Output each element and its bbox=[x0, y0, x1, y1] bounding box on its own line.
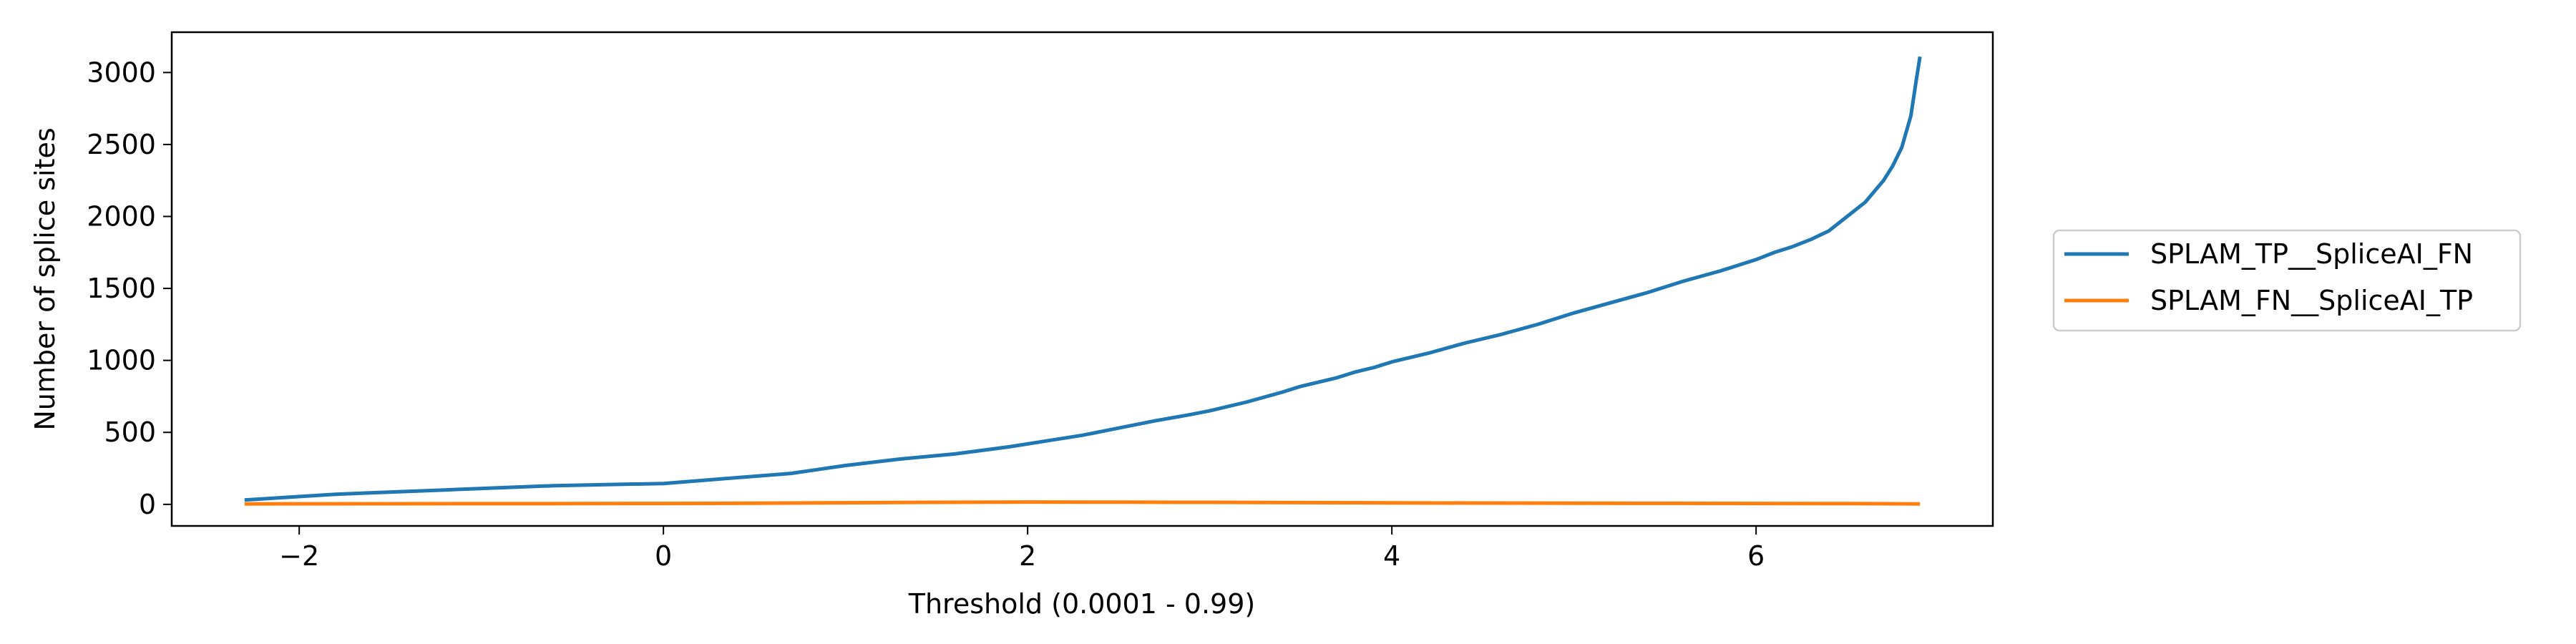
y-tick-label: 2500 bbox=[87, 129, 156, 160]
plot-area bbox=[172, 32, 1993, 526]
series-lines bbox=[244, 56, 1922, 506]
x-tick-label: 6 bbox=[1747, 540, 1765, 572]
plot-frame bbox=[170, 31, 1994, 527]
legend-label-splam-tp: SPLAM_TP__SpliceAI_FN bbox=[2150, 238, 2473, 270]
series-line-splam-tp bbox=[244, 56, 1922, 502]
series-line-splam-fn bbox=[244, 500, 1921, 506]
x-axis-label: Threshold (0.0001 - 0.99) bbox=[908, 588, 1255, 620]
y-tick-label: 0 bbox=[139, 489, 156, 520]
y-tick-label: 500 bbox=[104, 416, 156, 448]
x-tick-label: 4 bbox=[1383, 540, 1400, 572]
y-tick-label: 1000 bbox=[87, 345, 156, 376]
x-tick-label: 0 bbox=[655, 540, 672, 572]
x-axis-ticks: −2 0 2 4 6 bbox=[279, 526, 1765, 572]
x-tick-label: −2 bbox=[279, 540, 319, 572]
y-axis-ticks: 0 500 1000 1500 2000 2500 3000 bbox=[87, 57, 172, 520]
legend: SPLAM_TP__SpliceAI_FN SPLAM_FN__SpliceAI… bbox=[2052, 229, 2522, 332]
legend-box bbox=[2052, 229, 2522, 332]
y-tick-label: 1500 bbox=[87, 273, 156, 304]
y-tick-label: 2000 bbox=[87, 200, 156, 232]
legend-label-splam-fn: SPLAM_FN__SpliceAI_TP bbox=[2150, 285, 2473, 316]
y-axis-label: Number of splice sites bbox=[29, 127, 61, 430]
x-tick-label: 2 bbox=[1019, 540, 1036, 572]
y-tick-label: 3000 bbox=[87, 57, 156, 88]
